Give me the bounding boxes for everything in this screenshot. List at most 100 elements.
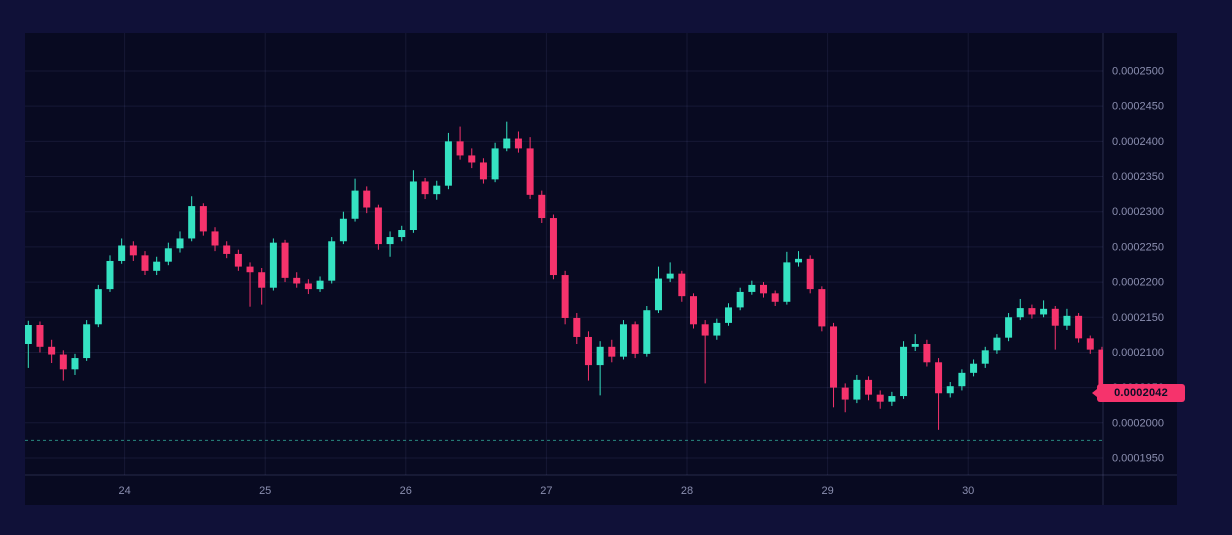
candle[interactable] xyxy=(36,321,44,353)
candle[interactable] xyxy=(129,241,137,261)
candle[interactable] xyxy=(946,381,954,398)
candle[interactable] xyxy=(351,178,359,222)
candle[interactable] xyxy=(561,270,569,325)
candle[interactable] xyxy=(748,280,756,295)
candle[interactable] xyxy=(199,203,207,236)
candle[interactable] xyxy=(1040,300,1048,318)
candle[interactable] xyxy=(491,142,499,183)
candle[interactable] xyxy=(935,358,943,430)
candle[interactable] xyxy=(1063,308,1071,330)
candle[interactable] xyxy=(643,306,651,357)
candle[interactable] xyxy=(830,322,838,408)
candle[interactable] xyxy=(865,376,873,401)
candle[interactable] xyxy=(689,293,697,329)
candle[interactable] xyxy=(1051,306,1059,350)
candle[interactable] xyxy=(538,190,546,223)
candle[interactable] xyxy=(701,320,709,384)
candle[interactable] xyxy=(328,237,336,284)
candle[interactable] xyxy=(246,262,254,307)
candle[interactable] xyxy=(760,282,768,298)
candle[interactable] xyxy=(1075,313,1083,343)
candle[interactable] xyxy=(584,331,592,381)
candle[interactable] xyxy=(900,341,908,399)
candle[interactable] xyxy=(514,131,522,153)
candle[interactable] xyxy=(1086,335,1094,354)
candle[interactable] xyxy=(118,238,126,264)
candle[interactable] xyxy=(479,158,487,184)
candle[interactable] xyxy=(456,126,464,160)
candle[interactable] xyxy=(141,251,149,276)
candle[interactable] xyxy=(666,262,674,283)
candle-body xyxy=(935,362,943,394)
candle[interactable] xyxy=(888,391,896,406)
candle[interactable] xyxy=(678,270,686,302)
candle-body xyxy=(970,363,978,373)
candle[interactable] xyxy=(911,334,919,352)
candle[interactable] xyxy=(806,255,814,294)
candle[interactable] xyxy=(783,251,791,305)
candle[interactable] xyxy=(48,339,56,363)
candle[interactable] xyxy=(25,320,32,368)
candle[interactable] xyxy=(608,339,616,363)
candle[interactable] xyxy=(386,231,394,257)
candle[interactable] xyxy=(316,276,324,292)
candle[interactable] xyxy=(94,284,102,328)
candle[interactable] xyxy=(795,251,803,267)
candle[interactable] xyxy=(876,390,884,409)
time-axis[interactable] xyxy=(25,475,1177,505)
price-axis[interactable] xyxy=(1103,33,1177,475)
candle[interactable] xyxy=(1016,298,1024,321)
candlestick-chart[interactable]: 0.0002500 0.0002450 0.0002400 0.0002350 0.00… xyxy=(25,33,1177,505)
candle[interactable] xyxy=(736,287,744,311)
candle[interactable] xyxy=(923,339,931,367)
candle[interactable] xyxy=(503,121,511,152)
candle[interactable] xyxy=(1005,313,1013,342)
candle[interactable] xyxy=(549,214,557,280)
candle[interactable] xyxy=(106,255,114,292)
candle-body xyxy=(1005,317,1013,338)
candle[interactable] xyxy=(981,346,989,368)
candle[interactable] xyxy=(258,268,266,305)
candle[interactable] xyxy=(725,303,732,326)
candle[interactable] xyxy=(619,320,627,360)
candle[interactable] xyxy=(281,239,289,283)
candle[interactable] xyxy=(993,334,1001,354)
candle[interactable] xyxy=(176,231,184,253)
candle[interactable] xyxy=(293,272,301,288)
candle[interactable] xyxy=(71,353,79,375)
candle[interactable] xyxy=(631,321,639,359)
candle[interactable] xyxy=(234,249,242,271)
candle[interactable] xyxy=(958,369,966,391)
candle[interactable] xyxy=(409,170,417,233)
candle[interactable] xyxy=(269,238,277,291)
candle-body xyxy=(94,289,102,325)
candle[interactable] xyxy=(713,318,721,340)
candle[interactable] xyxy=(468,148,476,169)
candle[interactable] xyxy=(398,225,406,242)
candle[interactable] xyxy=(59,350,67,381)
candle[interactable] xyxy=(374,204,382,250)
candle[interactable] xyxy=(1028,304,1036,319)
candle[interactable] xyxy=(153,256,161,276)
candle[interactable] xyxy=(818,286,826,332)
candle[interactable] xyxy=(596,341,604,396)
candle[interactable] xyxy=(304,279,312,295)
candle[interactable] xyxy=(223,241,231,259)
candle[interactable] xyxy=(164,242,172,266)
candle[interactable] xyxy=(83,320,91,361)
candle[interactable] xyxy=(444,132,452,190)
candle[interactable] xyxy=(339,211,347,245)
candle[interactable] xyxy=(771,290,779,307)
candle[interactable] xyxy=(970,359,978,377)
candle[interactable] xyxy=(211,227,219,252)
candle[interactable] xyxy=(853,374,861,404)
candle[interactable] xyxy=(841,383,849,413)
candle[interactable] xyxy=(433,180,441,200)
candle[interactable] xyxy=(188,196,196,242)
price-tick-label: 0.0002350 xyxy=(1112,171,1164,183)
candle[interactable] xyxy=(526,137,534,200)
candle[interactable] xyxy=(363,186,371,214)
candle[interactable] xyxy=(654,266,662,314)
candle[interactable] xyxy=(573,313,581,344)
candle[interactable] xyxy=(421,177,429,200)
